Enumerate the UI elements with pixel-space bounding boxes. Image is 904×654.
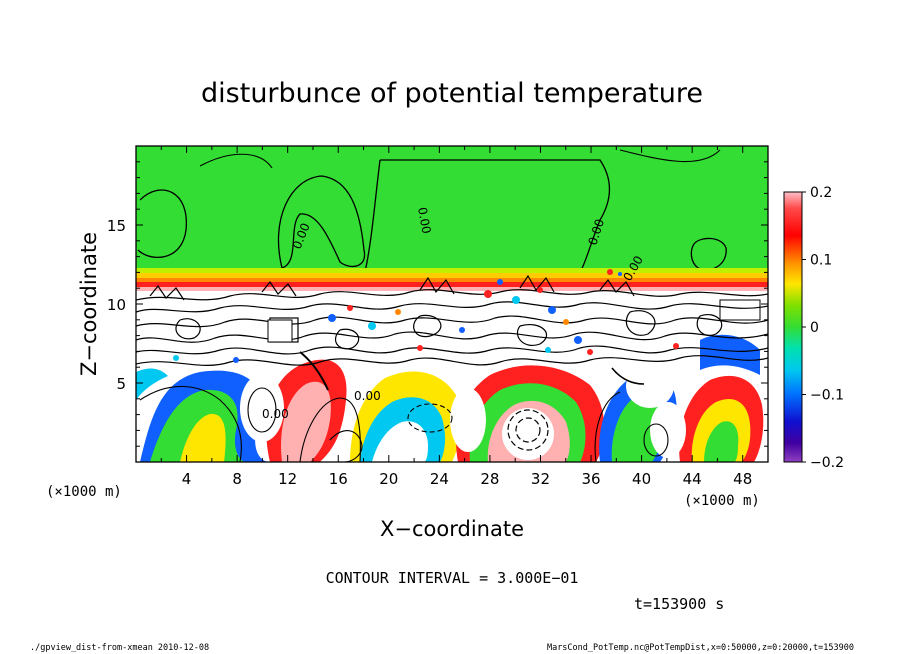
contour-label: 0.00	[262, 407, 289, 421]
contour-line	[619, 149, 721, 163]
contour-interval-label: CONTOUR INTERVAL = 3.000E−01	[326, 569, 579, 587]
x-tick-label: 40	[632, 470, 651, 488]
inversion-band	[136, 287, 768, 291]
x-axis-label: X−coordinate	[380, 517, 524, 541]
contour-label: 0.00	[354, 389, 381, 403]
x-axis-unit: (×1000 m)	[684, 493, 760, 509]
updraft-core	[450, 388, 486, 452]
colorbar-tick-label: −0.2	[810, 455, 844, 471]
plot-area	[136, 146, 768, 462]
convective-plume	[180, 413, 226, 462]
convective-plume	[281, 381, 331, 462]
contour-label: 0.00	[415, 206, 433, 235]
contour-line	[329, 430, 363, 462]
contour-line	[139, 385, 242, 462]
convective-plume	[136, 368, 168, 400]
contour-line	[507, 409, 549, 451]
y-axis-ticks: 5 10 15	[107, 161, 768, 447]
contour-line	[364, 159, 611, 273]
inversion-band	[136, 273, 768, 278]
colorbar-tick-label: 0.1	[810, 253, 832, 269]
updraft-core	[240, 374, 284, 442]
contour-line	[594, 391, 621, 462]
inversion-band	[136, 278, 768, 282]
inversion-band	[136, 268, 768, 273]
contour-line	[299, 397, 361, 462]
eddy-blobs	[173, 269, 679, 363]
contour-line	[643, 423, 669, 457]
x-tick-label: 44	[683, 470, 702, 488]
colorbar-ticks: 0.2 0.1 0 −0.1 −0.2	[802, 185, 844, 471]
colorbar	[783, 191, 803, 463]
contour-line	[690, 237, 727, 271]
x-tick-label: 32	[531, 470, 550, 488]
contour-line	[407, 403, 453, 433]
x-tick-label: 4	[182, 470, 192, 488]
x-tick-label: 24	[430, 470, 449, 488]
x-tick-label: 28	[480, 470, 499, 488]
x-tick-label: 36	[581, 470, 600, 488]
updraft-core	[626, 364, 674, 408]
contour-line	[199, 153, 273, 169]
y-tick-label: 5	[116, 375, 126, 393]
turbulent-contours	[136, 274, 768, 391]
convective-plume	[372, 421, 428, 462]
convective-plume	[700, 334, 760, 375]
y-tick-label: 10	[107, 296, 126, 314]
x-tick-label: 48	[733, 470, 752, 488]
updraft-core	[502, 408, 554, 460]
contour-line	[515, 417, 541, 443]
colorbar-tick-label: 0.2	[810, 185, 832, 201]
chart-title: disturbunce of potential temperature	[201, 78, 703, 109]
y-tick-label: 15	[107, 217, 126, 235]
colorbar-tick-label: 0	[810, 320, 819, 336]
contour-line	[247, 387, 277, 433]
x-axis-ticks: 4 8 12 16 20 24 28 32 36 40 44 48	[160, 146, 752, 488]
updraft-core	[650, 402, 686, 458]
y-axis-label: Z−coordinate	[77, 232, 101, 376]
y-axis-unit: (×1000 m)	[46, 484, 122, 500]
x-tick-label: 20	[379, 470, 398, 488]
contour-line	[137, 189, 187, 259]
time-label: t=153900 s	[634, 595, 724, 613]
convective-plume	[704, 421, 739, 462]
x-tick-label: 12	[278, 470, 297, 488]
convective-plume	[611, 393, 664, 462]
footer-right: MarsCond_PotTemp.nc@PotTempDist,x=0:5000…	[547, 643, 854, 653]
x-tick-label: 8	[232, 470, 242, 488]
inversion-band	[136, 282, 768, 287]
footer-left: ./gpview_dist-from-xmean 2010-12-08	[30, 643, 209, 653]
x-tick-label: 16	[329, 470, 348, 488]
contour-line	[277, 175, 366, 269]
colorbar-tick-label: −0.1	[810, 388, 844, 404]
